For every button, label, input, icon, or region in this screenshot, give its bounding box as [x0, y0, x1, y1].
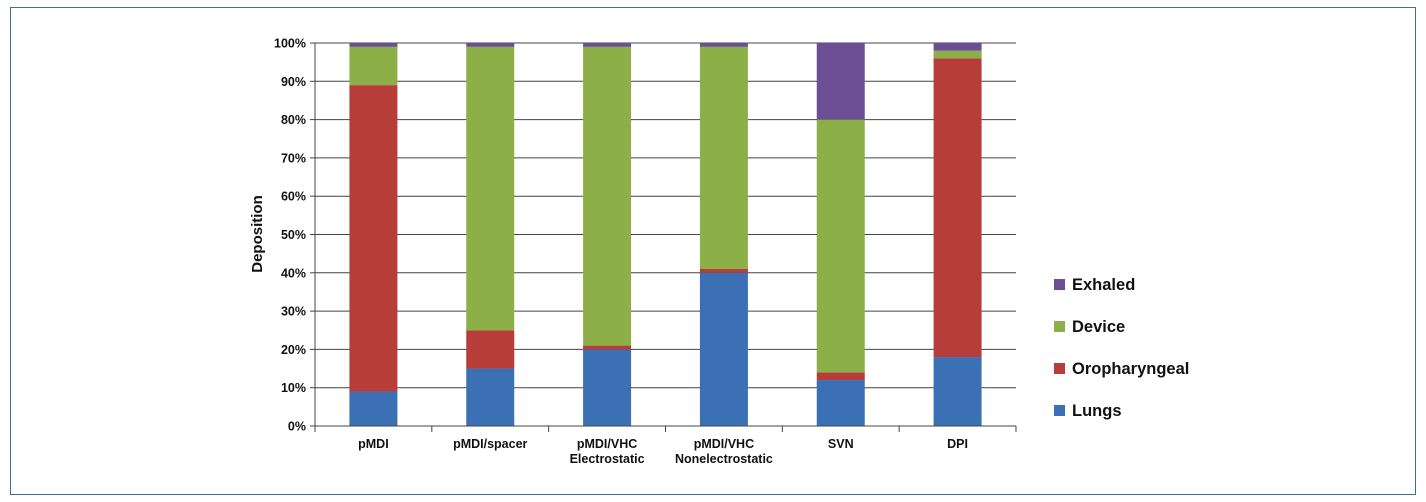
bar-segment-lungs-1 — [349, 391, 398, 426]
legend-label-device: Device — [1072, 318, 1125, 336]
x-tick-label: Nonelectrostatic — [675, 452, 773, 466]
bar-segment-oropharyngeal-2 — [466, 330, 515, 369]
x-tick-label: pMDI/VHC — [694, 437, 754, 451]
bar-segment-device-1 — [349, 46, 398, 86]
bar-segment-device-4 — [699, 46, 748, 269]
bar-segment-oropharyngeal-5 — [816, 372, 865, 381]
bars — [349, 43, 982, 426]
y-tick-label: 40% — [281, 266, 306, 280]
legend-swatch-exhaled — [1054, 279, 1065, 290]
bar-segment-lungs-4 — [699, 272, 748, 426]
y-tick-label: 90% — [281, 75, 306, 89]
y-tick-label: 60% — [281, 190, 306, 204]
y-tick-label: 0% — [288, 420, 306, 434]
legend: Exhaled Device Oropharyngeal Lungs — [1054, 276, 1189, 420]
legend-swatch-oropharyngeal — [1054, 363, 1065, 374]
legend-label-oropharyngeal: Oropharyngeal — [1072, 360, 1189, 378]
bar-segment-exhaled-5 — [816, 43, 865, 120]
bar-segment-device-3 — [583, 46, 632, 346]
x-tick-label: DPI — [947, 437, 968, 451]
bar-segment-lungs-3 — [583, 349, 632, 426]
y-tick-label: 80% — [281, 113, 306, 127]
legend-swatch-lungs — [1054, 405, 1065, 416]
y-tick-label: 30% — [281, 305, 306, 319]
bar-segment-lungs-6 — [933, 357, 982, 426]
bar-segment-oropharyngeal-1 — [349, 85, 398, 392]
bar-segment-exhaled-4 — [699, 43, 748, 47]
gridlines — [310, 42, 1016, 427]
x-tick-label: SVN — [828, 437, 854, 451]
bar-segment-device-2 — [466, 46, 515, 331]
bar-segment-lungs-2 — [466, 368, 515, 426]
x-tick-labels: pMDI pMDI/spacer pMDI/VHCElectrostaticpMDI… — [358, 437, 968, 466]
y-axis-label: Deposition — [249, 195, 266, 273]
bar-segment-oropharyngeal-4 — [699, 268, 748, 273]
bar-segment-device-5 — [816, 119, 865, 373]
x-tick-label: pMDI/VHC — [577, 437, 637, 451]
x-tick-label: pMDI — [358, 437, 389, 451]
y-tick-label: 10% — [281, 381, 306, 395]
bar-segment-exhaled-1 — [349, 43, 398, 47]
bar-segment-lungs-5 — [816, 380, 865, 426]
x-tick-label: pMDI/spacer — [453, 437, 527, 451]
y-tick-label: 20% — [281, 343, 306, 357]
bar-segment-device-6 — [933, 50, 982, 59]
y-tick-label: 70% — [281, 151, 306, 165]
bar-segment-oropharyngeal-6 — [933, 58, 982, 358]
bar-segment-exhaled-6 — [933, 43, 982, 51]
x-tick-label: Electrostatic — [570, 452, 645, 466]
legend-swatch-device — [1054, 321, 1065, 332]
legend-label-lungs: Lungs — [1072, 402, 1122, 420]
y-tick-label: 100% — [274, 37, 306, 51]
y-tick-labels: 0% 10% 20% 30% 40% 50% 60% 70% 80% 90% 100% — [274, 37, 306, 434]
bar-segment-exhaled-3 — [583, 43, 632, 47]
axes — [314, 43, 1017, 432]
bar-segment-exhaled-2 — [466, 43, 515, 47]
bar-segment-oropharyngeal-3 — [583, 345, 632, 350]
legend-label-exhaled: Exhaled — [1072, 276, 1135, 294]
y-tick-label: 50% — [281, 228, 306, 242]
